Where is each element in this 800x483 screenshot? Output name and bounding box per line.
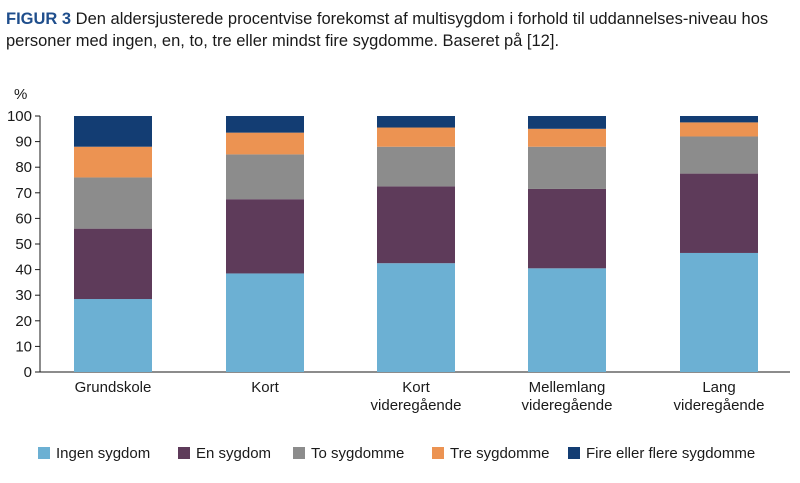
bar-segment bbox=[680, 173, 758, 253]
category-label: Kort bbox=[251, 379, 279, 396]
y-tick-label: 60 bbox=[15, 210, 32, 227]
category-label: videregående bbox=[674, 397, 765, 414]
bar-segment bbox=[680, 136, 758, 174]
y-tick-label: 90 bbox=[15, 134, 32, 151]
y-tick-label: 30 bbox=[15, 287, 32, 304]
bar-segment bbox=[226, 132, 304, 155]
bar-segment bbox=[74, 228, 152, 300]
y-tick-label: 10 bbox=[15, 338, 32, 355]
bar-segment bbox=[226, 154, 304, 200]
legend-swatch bbox=[293, 447, 305, 459]
category-label: Mellemlang bbox=[529, 379, 606, 396]
figure-label: FIGUR 3 bbox=[6, 10, 72, 28]
bar-segment bbox=[377, 263, 455, 372]
y-tick-label: 80 bbox=[15, 159, 32, 176]
y-tick-label: 0 bbox=[24, 364, 32, 381]
legend-swatch bbox=[432, 447, 444, 459]
y-tick-label: 50 bbox=[15, 236, 32, 253]
y-axis-ticks: 0 10 20 30 40 50 60 70 80 90 100 bbox=[7, 108, 40, 381]
legend-label: Ingen sygdom bbox=[56, 445, 150, 462]
legend-swatch bbox=[178, 447, 190, 459]
legend-label: Fire eller flere sygdomme bbox=[586, 445, 755, 462]
bar-segment bbox=[74, 299, 152, 372]
bar-segment bbox=[226, 116, 304, 133]
y-axis-label: % bbox=[14, 86, 27, 103]
bar-segment bbox=[74, 177, 152, 229]
bar-segment bbox=[377, 127, 455, 147]
caption-text: Den aldersjusterede procentvise forekoms… bbox=[6, 10, 769, 50]
bar-segment bbox=[74, 116, 152, 147]
category-label: Lang bbox=[702, 379, 735, 396]
bar-segment bbox=[528, 116, 606, 129]
legend-label: En sygdom bbox=[196, 445, 271, 462]
legend-swatch bbox=[568, 447, 580, 459]
category-label: videregående bbox=[371, 397, 462, 414]
legend: Ingen sygdom En sygdom To sygdomme Tre sygd… bbox=[38, 445, 755, 462]
y-tick-label: 20 bbox=[15, 313, 32, 330]
bar-segment bbox=[528, 128, 606, 147]
bars-group bbox=[74, 116, 758, 372]
bar-segment bbox=[377, 146, 455, 187]
category-label: Grundskole bbox=[75, 379, 152, 396]
bar-segment bbox=[528, 188, 606, 269]
bar-segment bbox=[528, 268, 606, 372]
bar-segment bbox=[680, 252, 758, 372]
bar-segment bbox=[377, 186, 455, 264]
category-label: Kort bbox=[402, 379, 430, 396]
bar-segment bbox=[680, 116, 758, 123]
bar-segment bbox=[528, 146, 606, 189]
category-label: videregående bbox=[522, 397, 613, 414]
y-tick-label: 100 bbox=[7, 108, 32, 125]
legend-swatch bbox=[38, 447, 50, 459]
bar-segment bbox=[680, 122, 758, 137]
y-tick-label: 40 bbox=[15, 262, 32, 279]
category-labels: Grundskole Kort KortvideregåendeMellemlang… bbox=[75, 379, 765, 414]
bar-segment bbox=[74, 146, 152, 178]
y-tick-label: 70 bbox=[15, 185, 32, 202]
bar-segment bbox=[377, 116, 455, 128]
bar-segment bbox=[226, 199, 304, 274]
bar-segment bbox=[226, 273, 304, 372]
figure-caption: FIGUR 3 Den aldersjusterede procentvise … bbox=[6, 8, 796, 52]
legend-label: Tre sygdomme bbox=[450, 445, 549, 462]
legend-label: To sygdomme bbox=[311, 445, 404, 462]
